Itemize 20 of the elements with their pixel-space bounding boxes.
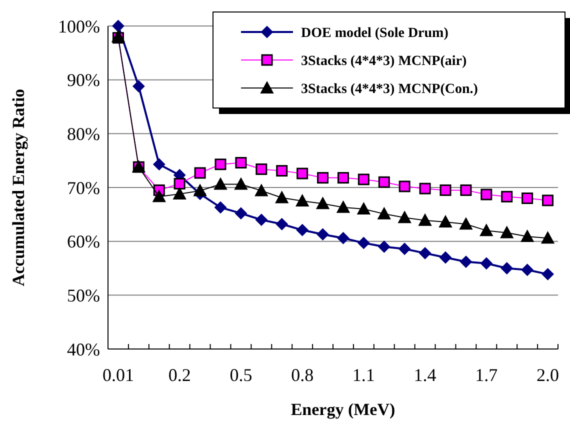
y-tick-label: 60%	[67, 232, 100, 252]
legend-label: 3Stacks (4*4*3) MCNP(Con.)	[301, 82, 478, 97]
x-axis-title: Energy (MeV)	[290, 400, 396, 419]
y-tick-label: 50%	[67, 285, 100, 306]
x-tick-label: 1.4	[414, 365, 436, 385]
x-tick-label: 1.7	[475, 365, 498, 385]
x-tick-label: 0.2	[168, 365, 191, 385]
x-tick-label: 0.5	[230, 365, 252, 385]
x-tick-label: 0.01	[102, 365, 134, 385]
y-tick-label: 80%	[67, 124, 100, 144]
y-tick-label: 100%	[58, 16, 100, 36]
legend-label: 3Stacks (4*4*3) MCNP(air)	[301, 54, 467, 69]
y-tick-label: 70%	[67, 178, 100, 198]
y-tick-label: 90%	[67, 70, 100, 90]
x-tick-label: 2.0	[536, 365, 560, 385]
legend-label: DOE model (Sole Drum)	[301, 26, 449, 41]
y-axis-title: Accumulated Energy Ratio	[9, 88, 28, 286]
x-tick-label: 0.8	[291, 365, 314, 385]
y-tick-label: 40%	[67, 339, 100, 360]
x-tick-label: 1.1	[352, 365, 375, 385]
